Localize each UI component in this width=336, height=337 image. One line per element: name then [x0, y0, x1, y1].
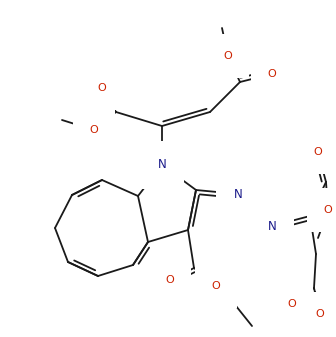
Text: N: N: [158, 158, 166, 172]
Text: O: O: [288, 299, 296, 309]
Text: O: O: [268, 69, 277, 79]
Text: O: O: [224, 51, 233, 61]
Text: O: O: [324, 205, 332, 215]
Text: O: O: [98, 83, 107, 93]
Text: N: N: [268, 219, 277, 233]
Text: O: O: [313, 147, 322, 157]
Text: O: O: [316, 309, 324, 319]
Text: O: O: [90, 125, 98, 135]
Text: O: O: [212, 281, 220, 291]
Text: O: O: [166, 275, 174, 285]
Text: N: N: [234, 187, 242, 201]
